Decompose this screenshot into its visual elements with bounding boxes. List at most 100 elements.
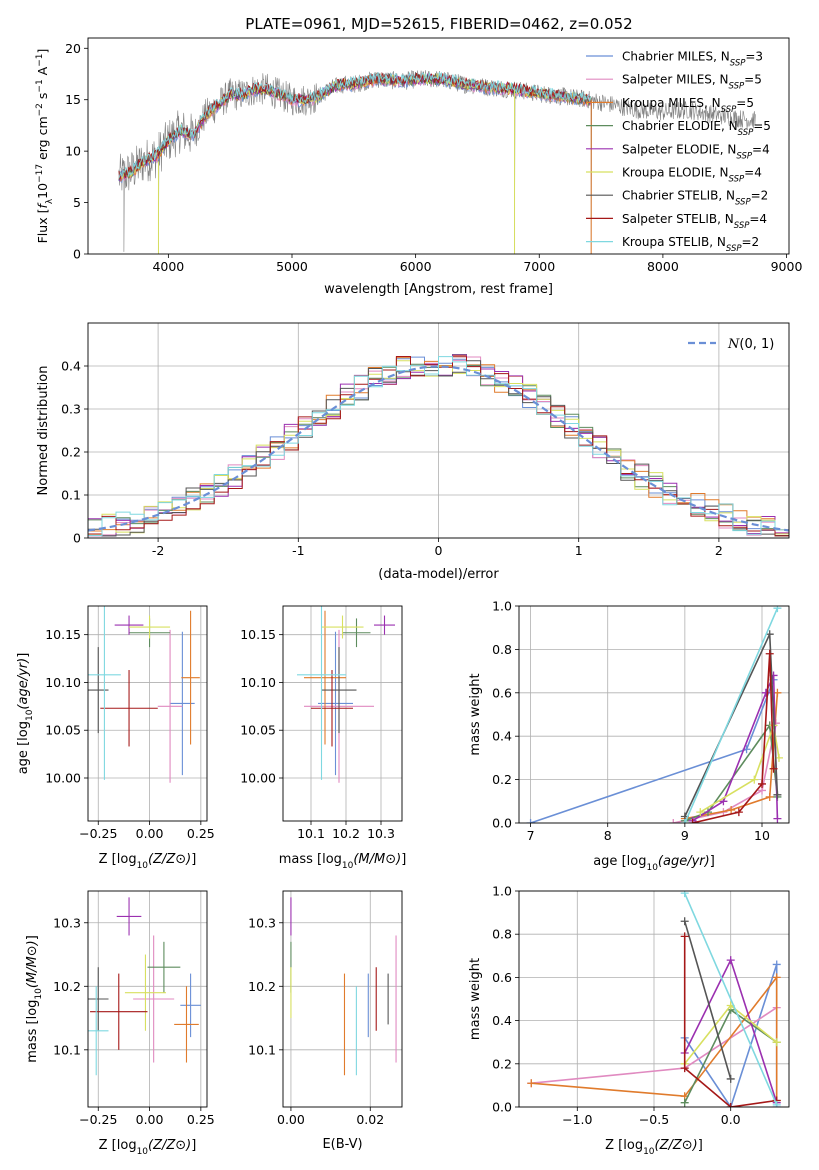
plot-area — [526, 606, 783, 823]
x-tick-label: -2 — [152, 543, 164, 558]
y-tick-label: 0.6 — [492, 970, 512, 985]
series-marker — [526, 819, 535, 823]
axes-frame — [518, 890, 790, 1108]
y-tick-label: 0.4 — [492, 729, 512, 744]
series-marker — [727, 805, 736, 814]
series-marker — [527, 1079, 536, 1088]
y-tick-label: 10.15 — [240, 627, 276, 642]
y-tick-label: 0 — [73, 247, 81, 262]
x-tick-label: −1.0 — [562, 1112, 592, 1127]
x-tick-label: 7000 — [523, 259, 555, 274]
y-tick-label: 0.8 — [492, 927, 512, 942]
errorbar-point-chabrier-stelib — [88, 967, 109, 1031]
x-axis-label: wavelength [Angstrom, rest frame] — [324, 282, 553, 297]
errorbar-point-kroupa-elodie — [129, 615, 171, 639]
x-tick-label: 10.3 — [367, 826, 395, 841]
errorbar-point-chabrier-elodie — [147, 941, 181, 993]
x-tick-label: 0.25 — [187, 826, 215, 841]
series-marker — [765, 792, 774, 801]
series-marker — [772, 1038, 781, 1047]
errorbar-point-salpeter-stelib — [311, 670, 353, 747]
weight-series-salpeter-elodie — [688, 671, 782, 823]
series-marker — [680, 917, 689, 926]
series-marker — [772, 960, 781, 969]
series-marker — [669, 819, 678, 823]
y-tick-label: 10.1 — [53, 1042, 81, 1057]
y-tick-label: 10 — [65, 144, 81, 159]
plot-area — [88, 897, 201, 1076]
series-marker — [688, 819, 697, 823]
y-tick-label: 10.05 — [45, 723, 81, 738]
y-axis-label: Normed distribution — [36, 366, 51, 496]
axes-frame — [282, 605, 403, 822]
y-tick-label: 10.05 — [240, 723, 276, 738]
errorbar-point-salpeter-elodie — [114, 615, 144, 635]
weight-series-chabrier-elodie — [680, 1005, 781, 1107]
y-tick-label: 0.4 — [492, 1013, 512, 1028]
x-tick-label: 8000 — [647, 259, 679, 274]
x-axis-label: E(B-V) — [322, 1137, 362, 1152]
x-tick-label: −0.25 — [79, 826, 117, 841]
series-marker — [680, 1098, 689, 1107]
x-tick-label: 10 — [754, 828, 770, 843]
y-tick-label: 10.10 — [240, 675, 276, 690]
errorbar-point-kroupa-miles — [174, 986, 199, 1063]
y-tick-label: 20 — [65, 41, 81, 56]
y-tick-label: 10.2 — [248, 979, 276, 994]
y-tick-label: 0.4 — [61, 359, 81, 374]
x-axis-label: Z [log10(Z/Z⊙)] — [605, 1138, 703, 1157]
errorbar-point-chabrier-stelib — [321, 647, 357, 734]
x-tick-label: 0.00 — [136, 826, 164, 841]
model-spectrum-kroupa-stelib — [118, 71, 592, 179]
legend-entry: N(0, 1) — [727, 337, 774, 352]
y-tick-label: 15 — [65, 92, 81, 107]
series-marker — [734, 808, 743, 817]
series-marker — [758, 779, 766, 788]
errorbar-point-salpeter-miles — [133, 935, 175, 1063]
series-marker — [769, 764, 778, 773]
x-tick-label: 10.2 — [332, 826, 360, 841]
x-axis-label: age [log10(age/yr)] — [593, 854, 715, 873]
weight-series-kroupa-stelib — [680, 606, 782, 823]
x-axis-label: Z [log10(Z/Z⊙)] — [99, 1138, 197, 1157]
series-marker — [680, 1064, 689, 1073]
y-tick-label: 10.3 — [53, 915, 81, 930]
axes-frame — [282, 890, 403, 1108]
mass-vs-ebv-chart: 0.00 0.02 10.1 10.2 10.3 E(B-V) — [248, 890, 403, 1152]
errorbar-point-kroupa-elodie — [321, 615, 364, 639]
legend-entry: Chabrier STELIB, NSSP=2 — [622, 189, 768, 208]
errorbar-point-salpeter-stelib — [100, 670, 158, 747]
y-tick-label: 1.0 — [492, 884, 512, 899]
y-tick-label: 0.0 — [492, 1100, 512, 1115]
x-tick-label: 10.1 — [297, 826, 325, 841]
errorbar-point-salpeter-stelib — [90, 973, 148, 1050]
errorbar-point-kroupa-stelib — [88, 606, 121, 780]
y-tick-label: 0.6 — [492, 685, 512, 700]
y-tick-label: 10.15 — [45, 627, 81, 642]
legend-entry: Kroupa STELIB, NSSP=2 — [622, 235, 759, 254]
series-marker — [772, 1100, 781, 1107]
weight-series-chabrier-stelib — [680, 917, 735, 1083]
x-tick-label: 9000 — [771, 259, 803, 274]
y-tick-label: 0.2 — [492, 772, 512, 787]
x-tick-label: 0.0 — [721, 1112, 741, 1127]
x-tick-label: −0.25 — [79, 1112, 117, 1127]
x-axis-label: (data-model)/error — [378, 567, 499, 582]
series-line — [683, 892, 778, 1106]
errorbar-point-chabrier-stelib — [88, 647, 109, 734]
axes-frame — [87, 605, 208, 822]
y-axis-label: mass [log10(M/M⊙)] — [25, 935, 44, 1063]
x-tick-label: 9 — [681, 828, 689, 843]
series-marker — [680, 891, 689, 898]
plot-area — [297, 606, 395, 783]
x-tick-label: 0.25 — [187, 1112, 215, 1127]
errorbar-point-kroupa-miles — [181, 610, 200, 745]
series-marker — [773, 790, 782, 799]
weight-series-kroupa-stelib — [680, 891, 781, 1107]
series-marker — [761, 688, 770, 697]
y-axis-label: age [log10(age/yr)] — [16, 653, 35, 775]
x-tick-label: 0.00 — [277, 1112, 305, 1127]
y-tick-label: 0.2 — [61, 445, 81, 460]
plot-area — [527, 891, 781, 1107]
series-marker — [726, 1074, 735, 1083]
